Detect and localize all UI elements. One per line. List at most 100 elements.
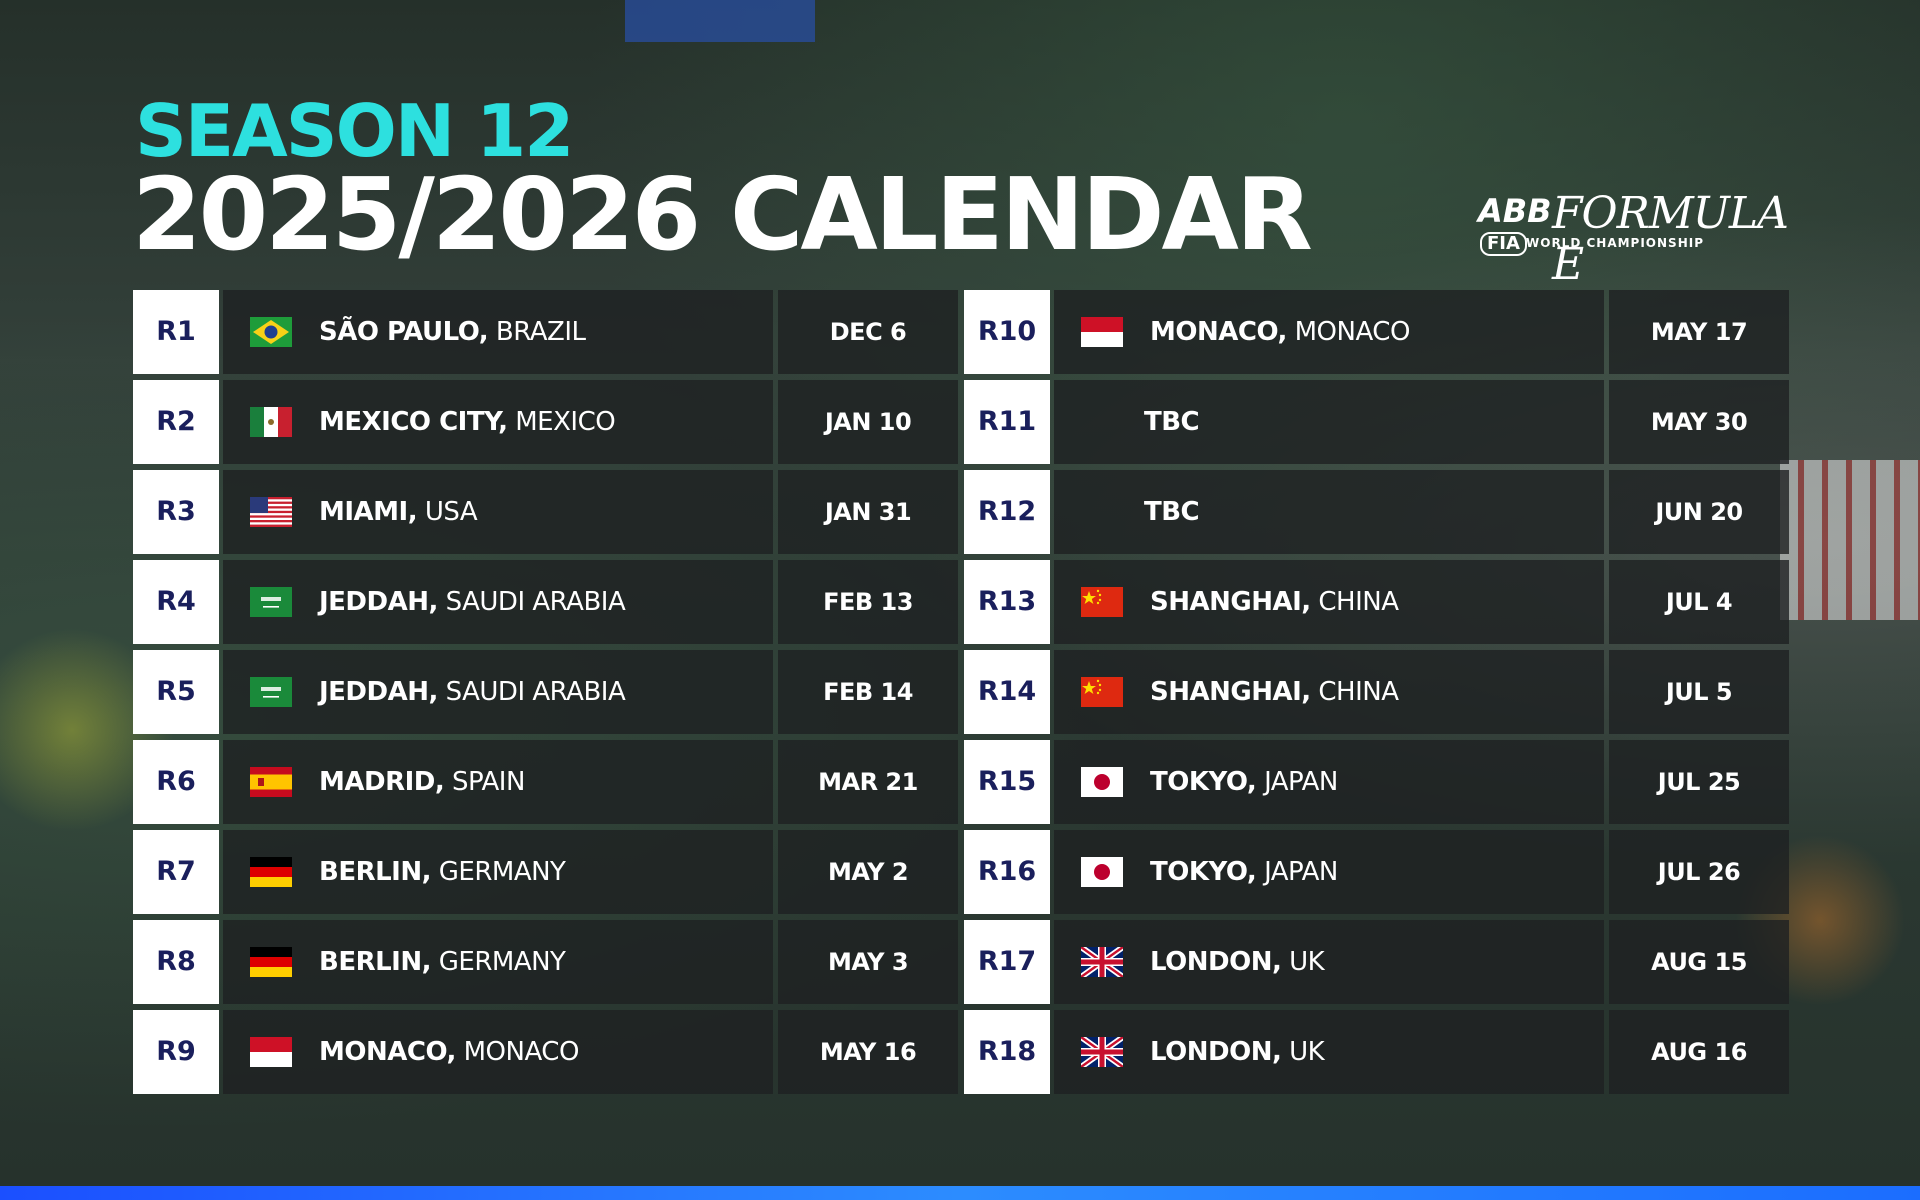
venue-city: MEXICO CITY, [319,407,508,437]
calendar-row: R6 MADRID, SPAIN MAR 21 [133,740,958,824]
venue-name: TBC [1144,380,1200,464]
race-date: JUL 5 [1609,650,1789,734]
venue-city: JEDDAH, [319,587,438,617]
calendar-row: R10 MONACO, MONACO MAY 17 [964,290,1789,374]
round-number: R15 [964,740,1050,824]
venue-city: LONDON, [1150,947,1282,977]
race-date: JUN 20 [1609,470,1789,554]
venue-name: TOKYO, JAPAN [1150,830,1338,914]
china-flag-icon [1081,587,1123,617]
background-banner [625,0,815,42]
venue-country: UK [1289,1037,1325,1067]
venue-city: MONACO, [1150,317,1287,347]
round-number: R6 [133,740,219,824]
japan-flag-icon [1081,857,1123,887]
race-date: MAY 2 [778,830,958,914]
venue-city: BERLIN, [319,947,431,977]
uk-flag-icon [1081,1037,1123,1067]
venue-country: CHINA [1318,587,1399,617]
venue-cell: JEDDAH, SAUDI ARABIA [223,650,773,734]
abb-formula-e-logo: ABB FORMULA E FIA WORLD CHAMPIONSHIP [1478,188,1789,290]
race-date: MAY 17 [1609,290,1789,374]
calendar-row: R12 TBC JUN 20 [964,470,1789,554]
japan-flag-icon [1081,767,1123,797]
calendar-row: R1 SÃO PAULO, BRAZIL DEC 6 [133,290,958,374]
venue-name: MEXICO CITY, MEXICO [319,380,616,464]
venue-country: GERMANY [438,947,566,977]
venue-country: SAUDI ARABIA [445,587,626,617]
venue-name: JEDDAH, SAUDI ARABIA [319,560,626,644]
venue-city: SHANGHAI, [1150,587,1311,617]
calendar-row: R8 BERLIN, GERMANY MAY 3 [133,920,958,1004]
logo-formula-e-text: FORMULA E [1552,188,1789,290]
venue-name: SHANGHAI, CHINA [1150,560,1399,644]
logo-abb-text: ABB [1478,192,1552,230]
venue-country: BRAZIL [495,317,586,347]
venue-cell: MONACO, MONACO [1054,290,1604,374]
bottom-accent-stripe [0,1186,1920,1200]
race-date: JUL 26 [1609,830,1789,914]
venue-name: MIAMI, USA [319,470,478,554]
venue-country: MONACO [463,1037,580,1067]
venue-country: JAPAN [1264,767,1338,797]
uk-flag-icon [1081,947,1123,977]
round-number: R16 [964,830,1050,914]
venue-country: USA [424,497,478,527]
venue-cell: BERLIN, GERMANY [223,920,773,1004]
venue-cell: TBC [1054,470,1604,554]
venue-country: CHINA [1318,677,1399,707]
brazil-flag-icon [250,317,292,347]
calendar-row: R2 MEXICO CITY, MEXICO JAN 10 [133,380,958,464]
venue-country: SAUDI ARABIA [445,677,626,707]
venue-name: MONACO, MONACO [319,1010,579,1094]
venue-name: TBC [1144,470,1200,554]
calendar-row: R4 JEDDAH, SAUDI ARABIA FEB 13 [133,560,958,644]
venue-name: MONACO, MONACO [1150,290,1410,374]
round-number: R17 [964,920,1050,1004]
germany-flag-icon [250,857,292,887]
monaco-flag-icon [250,1037,292,1067]
round-number: R8 [133,920,219,1004]
venue-name: LONDON, UK [1150,1010,1325,1094]
venue-country: UK [1289,947,1325,977]
race-date: MAR 21 [778,740,958,824]
round-number: R2 [133,380,219,464]
race-date: JUL 4 [1609,560,1789,644]
race-date: JAN 31 [778,470,958,554]
race-date: AUG 15 [1609,920,1789,1004]
venue-city: BERLIN, [319,857,431,887]
venue-cell: TBC [1054,380,1604,464]
venue-city: MIAMI, [319,497,418,527]
venue-city: SÃO PAULO, [319,317,489,347]
venue-city: LONDON, [1150,1037,1282,1067]
calendar-row: R16 TOKYO, JAPAN JUL 26 [964,830,1789,914]
round-number: R4 [133,560,219,644]
venue-cell: MIAMI, USA [223,470,773,554]
venue-name: JEDDAH, SAUDI ARABIA [319,650,626,734]
calendar-row: R14 SHANGHAI, CHINA JUL 5 [964,650,1789,734]
calendar-row: R7 BERLIN, GERMANY MAY 2 [133,830,958,914]
venue-city: SHANGHAI, [1150,677,1311,707]
venue-cell: MEXICO CITY, MEXICO [223,380,773,464]
venue-city: MONACO, [319,1037,456,1067]
venue-name: TOKYO, JAPAN [1150,740,1338,824]
round-number: R11 [964,380,1050,464]
venue-cell: SHANGHAI, CHINA [1054,560,1604,644]
calendar-row: R15 TOKYO, JAPAN JUL 25 [964,740,1789,824]
venue-cell: TOKYO, JAPAN [1054,830,1604,914]
calendar-row: R9 MONACO, MONACO MAY 16 [133,1010,958,1094]
round-number: R7 [133,830,219,914]
venue-cell: LONDON, UK [1054,920,1604,1004]
venue-cell: JEDDAH, SAUDI ARABIA [223,560,773,644]
spain-flag-icon [250,767,292,797]
race-date: JAN 10 [778,380,958,464]
venue-city: TBC [1144,497,1200,527]
race-date: FEB 14 [778,650,958,734]
race-date: MAY 30 [1609,380,1789,464]
venue-city: TOKYO, [1150,767,1257,797]
venue-city: MADRID, [319,767,445,797]
calendar-row: R18 LONDON, UK AUG 16 [964,1010,1789,1094]
race-date: FEB 13 [778,560,958,644]
round-number: R5 [133,650,219,734]
calendar-row: R17 LONDON, UK AUG 15 [964,920,1789,1004]
